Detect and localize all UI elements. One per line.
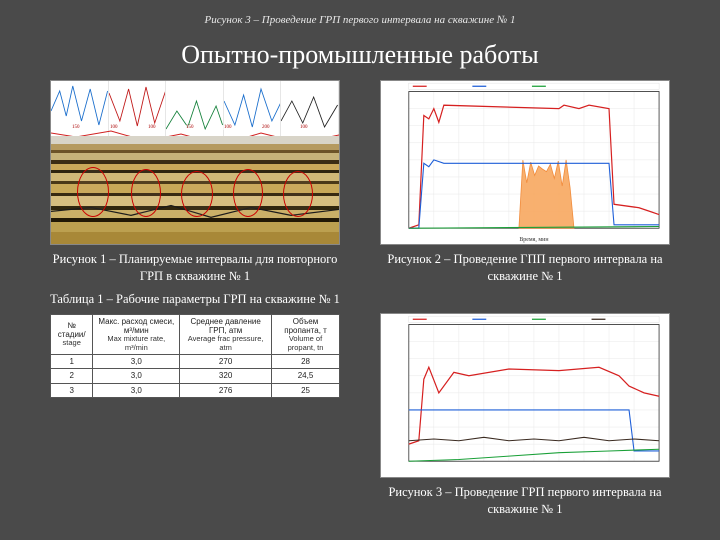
params-table: № стадии/stageМакс. расход смеси, м³/мин… [50,314,340,398]
figure-1-cell: 150100100150100200100 Рисунок 1 – Планир… [40,80,350,524]
main-title: Опытно-промышленные работы [0,26,720,80]
figure-2-cell: Время, мин Рисунок 2 – Проведение ГПП пе… [370,80,680,524]
figure-1-caption: Рисунок 1 – Планируемые интервалы для по… [45,251,345,285]
table-caption: Таблица 1 – Рабочие параметры ГРП на скв… [50,291,340,308]
table-wrap: № стадии/stageМакс. расход смеси, м³/мин… [50,314,340,398]
content-grid: 150100100150100200100 Рисунок 1 – Планир… [0,80,720,524]
figure-3-panel [380,313,670,478]
figure-2-panel: Время, мин [380,80,670,245]
figure-1-panel: 150100100150100200100 [50,80,340,245]
top-caption: Рисунок 3 – Проведение ГРП первого интер… [0,0,720,26]
figure-2-caption: Рисунок 2 – Проведение ГПП первого интер… [375,251,675,285]
figure-3-caption: Рисунок 3 – Проведение ГРП первого интер… [375,484,675,518]
svg-text:Время, мин: Время, мин [519,237,549,243]
